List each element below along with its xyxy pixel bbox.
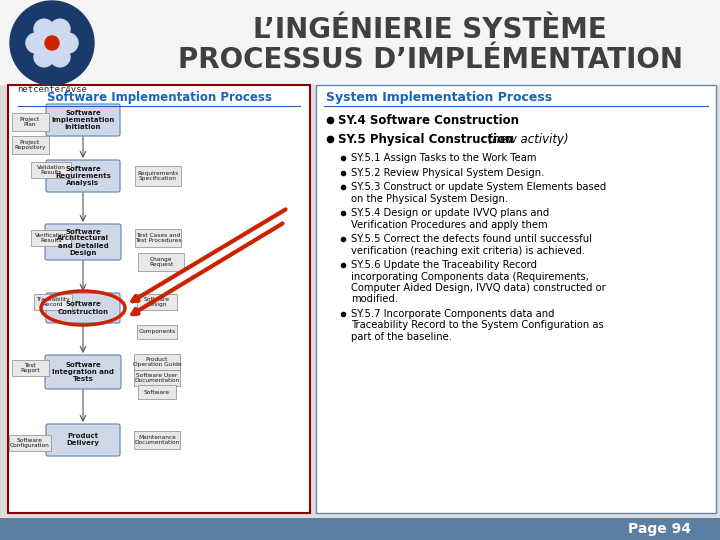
Text: Requirements
Specification: Requirements Specification (138, 171, 179, 181)
FancyBboxPatch shape (316, 85, 716, 513)
Text: part of the baseline.: part of the baseline. (351, 332, 452, 342)
Text: Product
Operation Guide: Product Operation Guide (132, 356, 181, 367)
Text: Test Cases and
Test Procedures: Test Cases and Test Procedures (135, 233, 181, 244)
FancyBboxPatch shape (46, 424, 120, 456)
Text: Project
Plan: Project Plan (20, 117, 40, 127)
Text: SY.5.1 Assign Tasks to the Work Team: SY.5.1 Assign Tasks to the Work Team (351, 153, 536, 163)
Text: Product
Delivery: Product Delivery (66, 434, 99, 447)
Text: Software: Software (144, 389, 170, 395)
Circle shape (58, 33, 78, 53)
FancyBboxPatch shape (46, 293, 120, 323)
FancyBboxPatch shape (135, 166, 181, 186)
FancyBboxPatch shape (134, 370, 180, 386)
Text: L’INGÉNIERIE SYSTÈME: L’INGÉNIERIE SYSTÈME (253, 16, 607, 44)
Text: SY.5 Physical Construction: SY.5 Physical Construction (338, 132, 513, 145)
Text: Software
Construction: Software Construction (58, 301, 109, 314)
Circle shape (50, 19, 70, 39)
FancyBboxPatch shape (12, 113, 48, 131)
Text: Traceability
Record: Traceability Record (36, 296, 70, 307)
Text: SY.5.2 Review Physical System Design.: SY.5.2 Review Physical System Design. (351, 167, 544, 178)
Circle shape (34, 19, 54, 39)
FancyBboxPatch shape (0, 85, 720, 518)
Circle shape (26, 33, 46, 53)
Text: Software
Implementation
Initiation: Software Implementation Initiation (51, 110, 114, 130)
Text: Project
Repository: Project Repository (14, 140, 46, 151)
Text: Software
Requirements
Analysis: Software Requirements Analysis (55, 166, 111, 186)
Text: Page 94: Page 94 (629, 522, 691, 536)
FancyBboxPatch shape (9, 435, 51, 451)
FancyBboxPatch shape (134, 431, 180, 449)
Text: verification (reaching exit criteria) is achieved.: verification (reaching exit criteria) is… (351, 246, 585, 255)
FancyBboxPatch shape (134, 354, 180, 370)
FancyBboxPatch shape (135, 229, 181, 247)
Text: Traceability Record to the System Configuration as: Traceability Record to the System Config… (351, 321, 604, 330)
Circle shape (42, 33, 62, 53)
FancyBboxPatch shape (12, 360, 48, 376)
Text: SY.5.5 Correct the defects found until successful: SY.5.5 Correct the defects found until s… (351, 234, 592, 244)
Text: System Implementation Process: System Implementation Process (326, 91, 552, 105)
FancyBboxPatch shape (138, 385, 176, 399)
FancyBboxPatch shape (8, 85, 310, 513)
FancyBboxPatch shape (31, 230, 71, 246)
Circle shape (10, 1, 94, 85)
FancyBboxPatch shape (12, 136, 48, 154)
Circle shape (34, 47, 54, 67)
Text: Test
Report: Test Report (20, 362, 40, 373)
Text: Computer Aided Design, IVVQ data) constructed or: Computer Aided Design, IVVQ data) constr… (351, 283, 606, 293)
Text: Software
Integration and
Tests: Software Integration and Tests (52, 362, 114, 382)
Circle shape (45, 36, 59, 50)
FancyBboxPatch shape (31, 162, 71, 178)
FancyBboxPatch shape (0, 518, 720, 540)
Text: Software
Design: Software Design (144, 296, 170, 307)
Text: SY.4 Software Construction: SY.4 Software Construction (338, 113, 519, 126)
Text: Components: Components (138, 329, 176, 334)
Text: Verification
Results: Verification Results (35, 233, 68, 244)
Text: (new activity): (new activity) (484, 132, 568, 145)
Text: modified.: modified. (351, 294, 398, 305)
Text: Validation
Results: Validation Results (37, 165, 66, 176)
Text: Software Implementation Process: Software Implementation Process (47, 91, 271, 105)
FancyBboxPatch shape (45, 355, 121, 389)
FancyBboxPatch shape (46, 160, 120, 192)
Text: SY.5.6 Update the Traceability Record: SY.5.6 Update the Traceability Record (351, 260, 537, 270)
FancyBboxPatch shape (45, 224, 121, 260)
FancyBboxPatch shape (0, 0, 720, 85)
Text: Verification Procedures and apply them: Verification Procedures and apply them (351, 219, 548, 230)
Text: PROCESSUS D’IMPLÉMENTATION: PROCESSUS D’IMPLÉMENTATION (178, 46, 683, 74)
Text: incorporating Components data (Requirements,: incorporating Components data (Requireme… (351, 272, 589, 281)
Text: SY.5.7 Incorporate Components data and: SY.5.7 Incorporate Components data and (351, 309, 554, 319)
FancyBboxPatch shape (34, 294, 72, 310)
Circle shape (50, 47, 70, 67)
Text: SY.5.3 Construct or update System Elements based: SY.5.3 Construct or update System Elemen… (351, 182, 606, 192)
Text: Software
Configuration: Software Configuration (10, 437, 50, 448)
Text: on the Physical System Design.: on the Physical System Design. (351, 193, 508, 204)
FancyBboxPatch shape (46, 104, 120, 136)
Text: Change
Request: Change Request (149, 256, 173, 267)
FancyBboxPatch shape (138, 253, 184, 271)
Text: Maintenance
Documentation: Maintenance Documentation (135, 435, 179, 446)
Text: netcenter4vse: netcenter4vse (17, 85, 87, 94)
Text: Software User
Documentation: Software User Documentation (135, 373, 179, 383)
Text: SY.5.4 Design or update IVVQ plans and: SY.5.4 Design or update IVVQ plans and (351, 208, 549, 218)
Text: Software
Architectural
and Detailed
Design: Software Architectural and Detailed Desi… (57, 228, 109, 255)
FancyBboxPatch shape (137, 325, 177, 339)
FancyBboxPatch shape (137, 294, 177, 310)
